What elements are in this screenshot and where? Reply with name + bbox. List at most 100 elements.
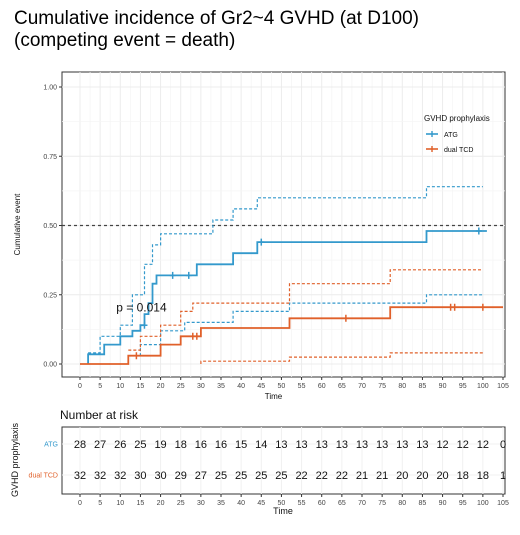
atg-upper-ci: [88, 186, 483, 354]
risk-count: 12: [436, 439, 448, 451]
risk-count: 21: [356, 470, 368, 482]
risk-x-tick-label: 40: [237, 500, 245, 507]
dual-tcd-lower-ci: [200, 352, 483, 364]
risk-count: 13: [416, 439, 428, 451]
risk-count: 12: [457, 439, 469, 451]
risk-count: 18: [175, 439, 187, 451]
risk-x-tick-label: 85: [419, 500, 427, 507]
x-tick-label: 70: [358, 383, 366, 390]
x-tick-label: 85: [419, 383, 427, 390]
y-tick-label: 0.00: [43, 362, 57, 369]
x-tick-label: 35: [217, 383, 225, 390]
y-tick-label: 0.25: [43, 292, 57, 299]
x-tick-label: 30: [197, 383, 205, 390]
x-tick-label: 0: [78, 383, 82, 390]
risk-count: 25: [275, 470, 287, 482]
risk-count: 22: [336, 470, 348, 482]
risk-x-tick-label: 25: [177, 500, 185, 507]
atg-curve: [87, 230, 487, 364]
risk-count: 16: [215, 439, 227, 451]
risk-x-tick-label: 80: [398, 500, 406, 507]
risk-x-tick-label: 10: [116, 500, 124, 507]
y-axis-label: Cumulative event: [13, 193, 22, 256]
risk-count: 20: [396, 470, 408, 482]
atg-censor-mark: [185, 271, 192, 279]
risk-count: 19: [154, 439, 166, 451]
x-tick-label: 25: [177, 383, 185, 390]
risk-row-label: ATG: [44, 442, 58, 449]
risk-x-axis-label: Time: [273, 506, 293, 516]
risk-count: 12: [477, 439, 489, 451]
risk-count: 32: [94, 470, 106, 482]
risk-x-tick-label: 5: [98, 500, 102, 507]
risk-count: 13: [336, 439, 348, 451]
x-tick-label: 40: [237, 383, 245, 390]
risk-x-tick-label: 35: [217, 500, 225, 507]
risk-y-axis-label: GVHD prophylaxis: [10, 422, 20, 497]
risk-count: 13: [275, 439, 287, 451]
risk-count: 22: [316, 470, 328, 482]
risk-count: 25: [215, 470, 227, 482]
risk-count: 20: [436, 470, 448, 482]
risk-count: 1: [500, 470, 506, 482]
risk-count: 18: [477, 470, 489, 482]
risk-count: 16: [195, 439, 207, 451]
atg-censor-mark: [475, 227, 482, 235]
atg-censor-mark: [169, 271, 176, 279]
risk-count: 32: [114, 470, 126, 482]
x-tick-label: 20: [157, 383, 165, 390]
risk-count: 18: [457, 470, 469, 482]
x-tick-label: 60: [318, 383, 326, 390]
x-tick-label: 95: [459, 383, 467, 390]
x-tick-label: 105: [497, 383, 509, 390]
risk-x-tick-label: 50: [278, 500, 286, 507]
x-tick-label: 80: [398, 383, 406, 390]
risk-row-label: dual TCD: [29, 473, 58, 480]
atg-censor-mark: [258, 238, 265, 246]
p-value-annotation: p = 0.014: [116, 300, 167, 314]
x-tick-label: 90: [439, 383, 447, 390]
risk-count: 14: [255, 439, 267, 451]
dual-tcd-upper-ci: [128, 269, 483, 351]
x-tick-label: 55: [298, 383, 306, 390]
dual-tcd-censor-mark: [193, 332, 200, 340]
legend-label: ATG: [444, 132, 458, 139]
risk-x-tick-label: 55: [298, 500, 306, 507]
atg-censor-mark: [141, 321, 148, 329]
risk-count: 25: [235, 470, 247, 482]
y-tick-label: 1.00: [43, 85, 57, 92]
risk-count: 30: [154, 470, 166, 482]
dual-tcd-censor-mark: [479, 303, 486, 311]
x-tick-label: 50: [278, 383, 286, 390]
risk-x-tick-label: 105: [497, 500, 509, 507]
risk-count: 13: [356, 439, 368, 451]
risk-x-tick-label: 95: [459, 500, 467, 507]
risk-count: 21: [376, 470, 388, 482]
chart-subtitle: (competing event = death): [14, 30, 236, 51]
risk-count: 27: [195, 470, 207, 482]
risk-x-tick-label: 75: [378, 500, 386, 507]
x-axis-label: Time: [265, 392, 283, 401]
risk-count: 22: [295, 470, 307, 482]
risk-x-tick-label: 20: [157, 500, 165, 507]
atg-lower-ci: [127, 294, 483, 364]
x-tick-label: 65: [338, 383, 346, 390]
risk-x-tick-label: 65: [338, 500, 346, 507]
x-tick-label: 5: [98, 383, 102, 390]
x-tick-label: 100: [477, 383, 489, 390]
risk-count: 27: [94, 439, 106, 451]
risk-count: 13: [396, 439, 408, 451]
risk-x-tick-label: 0: [78, 500, 82, 507]
risk-count: 29: [175, 470, 187, 482]
chart-title: Cumulative incidence of Gr2~4 GVHD (at D…: [14, 8, 419, 29]
risk-count: 20: [416, 470, 428, 482]
x-tick-label: 45: [257, 383, 265, 390]
risk-count: 26: [114, 439, 126, 451]
risk-count: 13: [295, 439, 307, 451]
risk-count: 13: [376, 439, 388, 451]
dual-tcd-censor-mark: [133, 352, 140, 360]
y-tick-label: 0.50: [43, 223, 57, 230]
risk-x-tick-label: 70: [358, 500, 366, 507]
x-tick-label: 15: [137, 383, 145, 390]
